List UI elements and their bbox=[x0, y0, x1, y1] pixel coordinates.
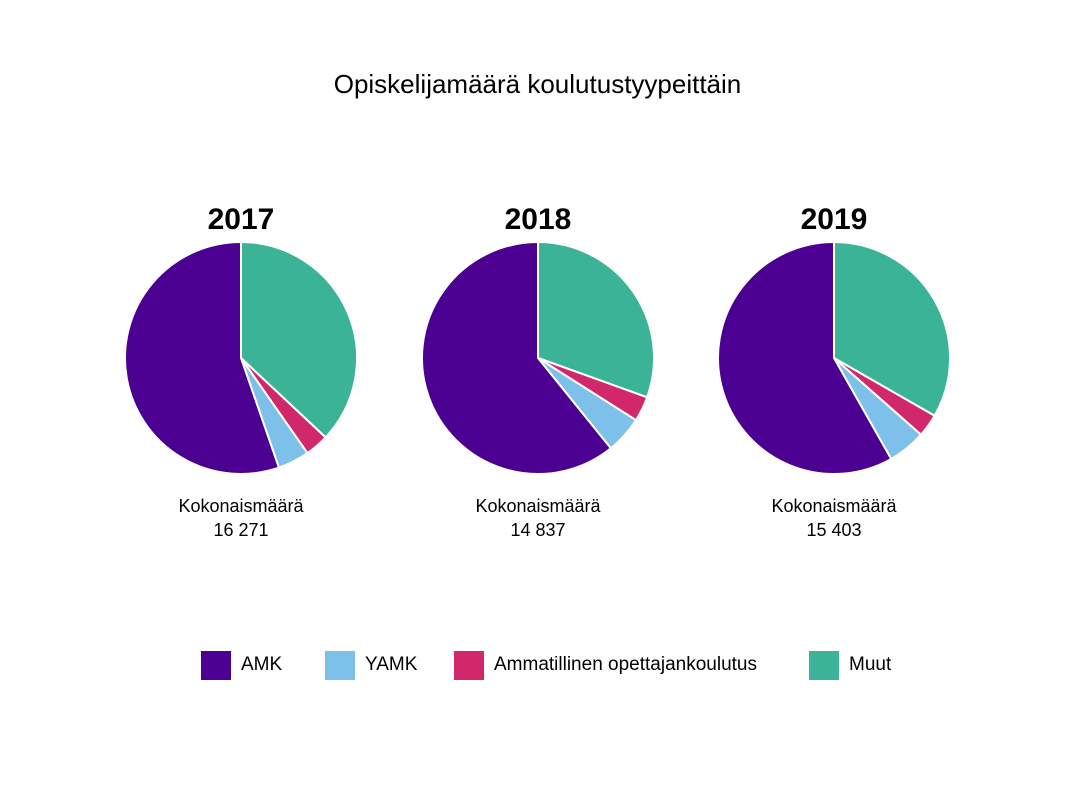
legend-item-amk: AMK bbox=[201, 650, 282, 680]
total-value: 16 271 bbox=[213, 520, 269, 540]
legend: AMK YAMK Ammatillinen opettajankoulutus … bbox=[0, 650, 1075, 680]
pie-year-label: 2018 bbox=[504, 203, 572, 236]
total-label: Kokonaismäärä bbox=[475, 496, 601, 516]
pie-year-label: 2017 bbox=[207, 203, 275, 236]
total-label: Kokonaismäärä bbox=[771, 496, 897, 516]
pie-slice-muut bbox=[537, 241, 655, 399]
pie-chart-2019 bbox=[717, 241, 951, 475]
pie-chart-2018 bbox=[421, 241, 655, 475]
chart-title: Opiskelijamäärä koulutustyypeittäin bbox=[333, 69, 742, 99]
legend-label: YAMK bbox=[365, 654, 418, 675]
pie-slice-amk bbox=[421, 241, 612, 475]
legend-swatch bbox=[325, 650, 355, 680]
pie-slice-muut bbox=[833, 241, 951, 417]
total-value: 14 837 bbox=[510, 520, 566, 540]
pie-chart-2017 bbox=[124, 241, 358, 475]
pie-block-2017: 2017 Kokonaismäärä 16 271 bbox=[111, 200, 371, 542]
legend-item-yamk: YAMK bbox=[325, 650, 417, 680]
pie-slice-muut bbox=[240, 241, 358, 439]
legend-label: Ammatillinen opettajankoulutus bbox=[494, 654, 757, 675]
total-value: 15 403 bbox=[806, 520, 862, 540]
legend-item-muut: Muut bbox=[809, 650, 891, 680]
pie-slice-amk bbox=[717, 241, 893, 475]
pie-year-label: 2019 bbox=[800, 203, 868, 236]
pie-block-2018: 2018 Kokonaismäärä 14 837 bbox=[408, 200, 668, 542]
legend-label: AMK bbox=[241, 654, 283, 675]
legend-item-ammatillinen-opettajankoulutus: Ammatillinen opettajankoulutus bbox=[454, 650, 757, 680]
pie-slice-amk bbox=[124, 241, 280, 475]
total-label: Kokonaismäärä bbox=[178, 496, 304, 516]
pie-block-2019: 2019 Kokonaismäärä 15 403 bbox=[704, 200, 964, 542]
legend-swatch bbox=[809, 650, 839, 680]
legend-label: Muut bbox=[849, 654, 892, 675]
legend-swatch bbox=[201, 650, 231, 680]
legend-swatch bbox=[454, 650, 484, 680]
